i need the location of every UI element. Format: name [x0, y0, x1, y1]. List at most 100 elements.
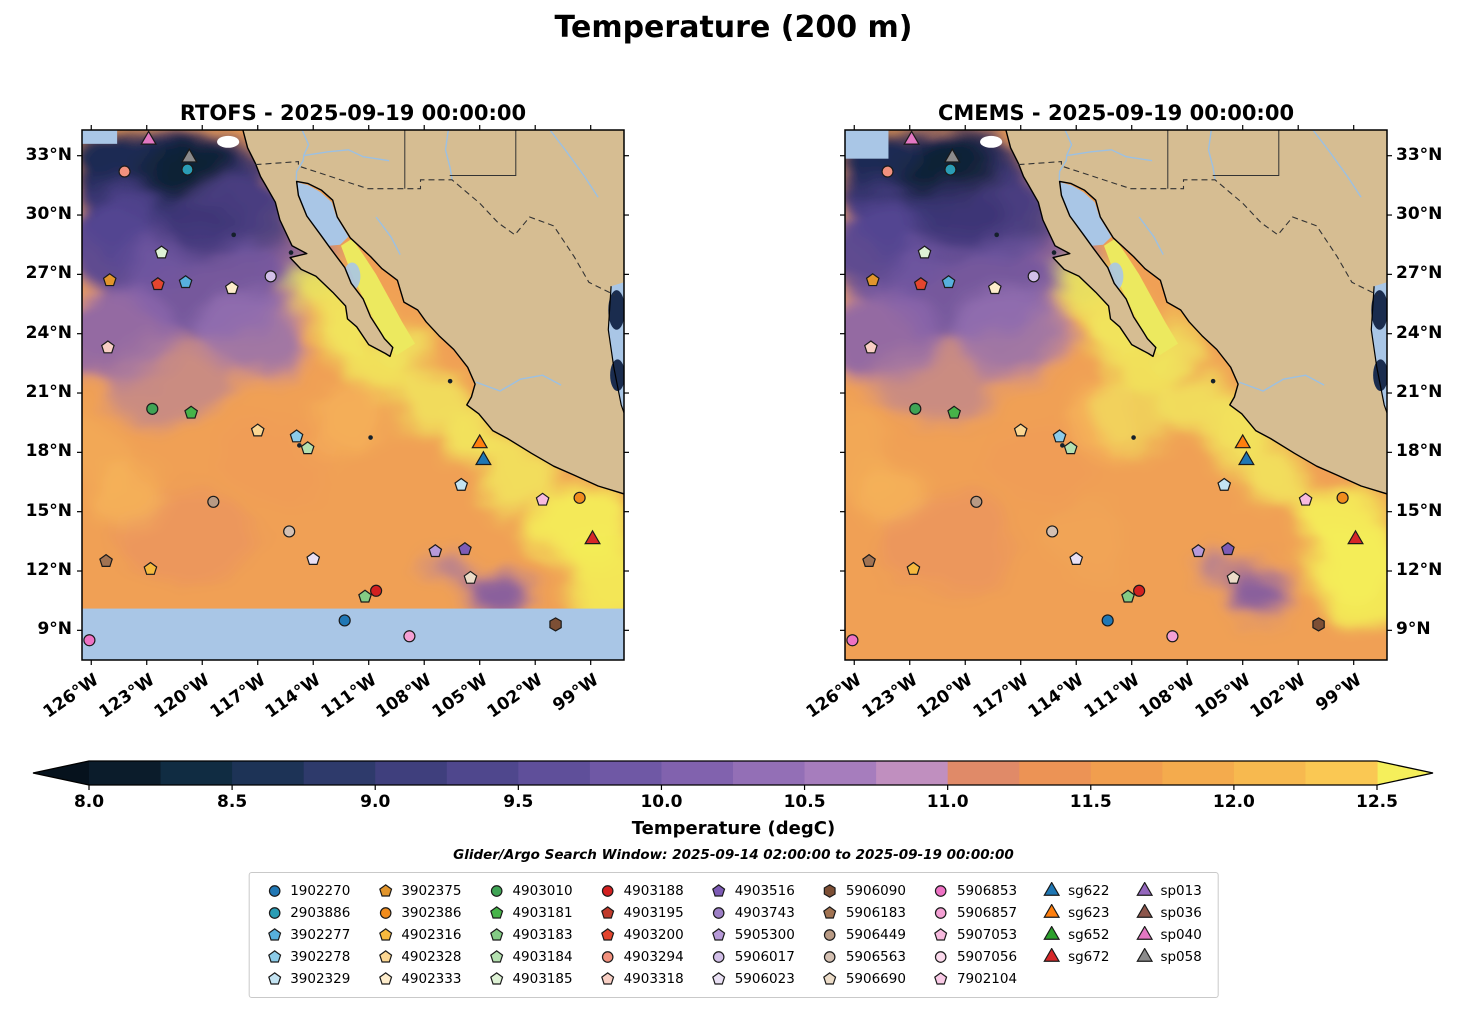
marker-4903010 [490, 885, 503, 897]
marker-sg623 [1234, 433, 1252, 449]
x-tick-label: 108°W [372, 670, 436, 723]
x-tick-label: 123°W [95, 670, 159, 723]
legend-label: 5906023 [734, 971, 795, 987]
legend-label: sp058 [1160, 949, 1202, 965]
marker-sg652 [1043, 926, 1061, 940]
legend-label: 5906853 [956, 883, 1018, 899]
legend-label: 4903743 [734, 905, 795, 921]
legend-column: 4903516 4903743 5905300 5906017 5906023 [710, 882, 795, 988]
colorbar-tick-label: 11.0 [927, 792, 969, 812]
marker-5907053 [535, 492, 550, 506]
legend-label: 5906017 [734, 949, 795, 965]
marker-3902386 [573, 491, 586, 504]
x-tick-label: 126°W [802, 670, 866, 723]
marker-5906183 [823, 906, 837, 919]
marker-4902328 [378, 950, 392, 963]
legend-label: sg622 [1068, 883, 1110, 899]
legend-marker-5906449 [823, 929, 836, 941]
y-tick-label: 15°N [1396, 500, 1443, 521]
legend-marker-4903188 [601, 885, 614, 897]
legend-item-4903294: 4903294 [599, 948, 684, 966]
marker-5906017 [712, 951, 725, 963]
legend-marker-3902278 [267, 950, 281, 963]
marker-3902277 [941, 275, 956, 289]
legend-marker-5906017 [712, 951, 725, 963]
marker-4903200 [150, 277, 165, 291]
marker-4903010 [146, 402, 159, 415]
marker-3902375 [865, 273, 880, 287]
marker-5906563 [1046, 525, 1059, 538]
y-tick-label: 27°N [1396, 263, 1443, 284]
marker-3902278 [289, 429, 304, 443]
marker-5906857 [403, 630, 416, 643]
x-tick-label: 105°W [428, 670, 492, 723]
marker-4903184 [1063, 441, 1078, 455]
marker-4903185 [917, 245, 932, 259]
marker-5906183 [99, 553, 113, 567]
marker-5906023 [1069, 551, 1084, 565]
marker-4903185 [489, 972, 504, 985]
y-tick-label: 9°N [37, 619, 72, 640]
legend-label: 4902316 [401, 927, 462, 943]
marker-4903181 [947, 405, 962, 419]
legend-marker-sp058 [1136, 948, 1153, 962]
legend-item-sp058: sp058 [1135, 948, 1202, 966]
marker-2903886 [268, 907, 281, 919]
colorbar-tick-label: 9.5 [503, 792, 533, 812]
panel-title-rtofs: RTOFS - 2025-09-19 00:00:00 [179, 101, 527, 125]
y-tick-label: 12°N [1396, 560, 1443, 580]
marker-1902270 [1101, 614, 1114, 627]
figure-subtitle: Glider/Argo Search Window: 2025-09-14 02… [453, 847, 1014, 863]
marker-4903188 [601, 885, 614, 897]
marker-sp013 [1136, 882, 1153, 896]
marker-5906690 [823, 972, 837, 985]
marker-4903294 [601, 951, 614, 963]
legend-label: 5907053 [956, 927, 1018, 943]
legend-label: 4903010 [512, 883, 573, 899]
marker-4903516 [458, 542, 472, 556]
marker-5906853 [83, 634, 96, 647]
legend-marker-5907056 [935, 951, 947, 963]
marker-1902270 [268, 885, 281, 897]
legend-item-sp036: sp036 [1135, 904, 1202, 922]
marker-4903188 [1133, 584, 1146, 597]
legend-label: sg672 [1068, 949, 1110, 965]
legend-marker-3902329 [267, 972, 281, 985]
marker-sg622 [475, 450, 492, 466]
legend-item-5906690: 5906690 [821, 970, 906, 988]
marker-4903184 [489, 950, 504, 963]
legend-marker-3902386 [379, 907, 392, 919]
legend-item-5906183: 5906183 [821, 904, 906, 922]
legend-item-4903195: 4903195 [599, 904, 684, 922]
legend-label: 3902277 [290, 927, 351, 943]
marker-4903318 [101, 340, 115, 354]
legend-item-3902277: 3902277 [265, 926, 350, 944]
legend: 1902270 2903886 3902277 3902278 3902329 39023… [248, 872, 1219, 998]
marker-4903183 [358, 589, 372, 603]
legend-marker-4903185 [489, 972, 504, 985]
y-tick-label: 24°N [25, 322, 72, 343]
marker-2903886 [944, 163, 957, 176]
marker-5905300 [428, 543, 443, 558]
legend-item-1902270: 1902270 [265, 882, 350, 900]
marker-4903200 [600, 928, 615, 941]
colorbar-tick-label: 10.0 [640, 792, 682, 812]
marker-4903516 [1221, 542, 1235, 556]
legend-item-sg652: sg652 [1043, 926, 1109, 944]
legend-marker-5907053 [934, 928, 948, 941]
legend-label: 3902375 [401, 883, 462, 899]
marker-4903516 [712, 884, 726, 897]
marker-sg622 [1238, 450, 1255, 466]
marker-3902329 [267, 972, 281, 985]
legend-label: 4903185 [512, 971, 573, 987]
legend-label: 3902329 [290, 971, 351, 987]
marker-4903294 [118, 165, 131, 178]
marker-5906690 [463, 570, 478, 584]
legend-label: 5906690 [845, 971, 906, 987]
legend-item-sg623: sg623 [1043, 904, 1109, 922]
legend-marker-3902375 [378, 884, 392, 897]
legend-label: 5906857 [956, 905, 1018, 921]
x-tick-label: 111°W [1080, 670, 1144, 723]
marker-sp040 [140, 130, 157, 145]
y-tick-label: 21°N [1396, 382, 1443, 403]
